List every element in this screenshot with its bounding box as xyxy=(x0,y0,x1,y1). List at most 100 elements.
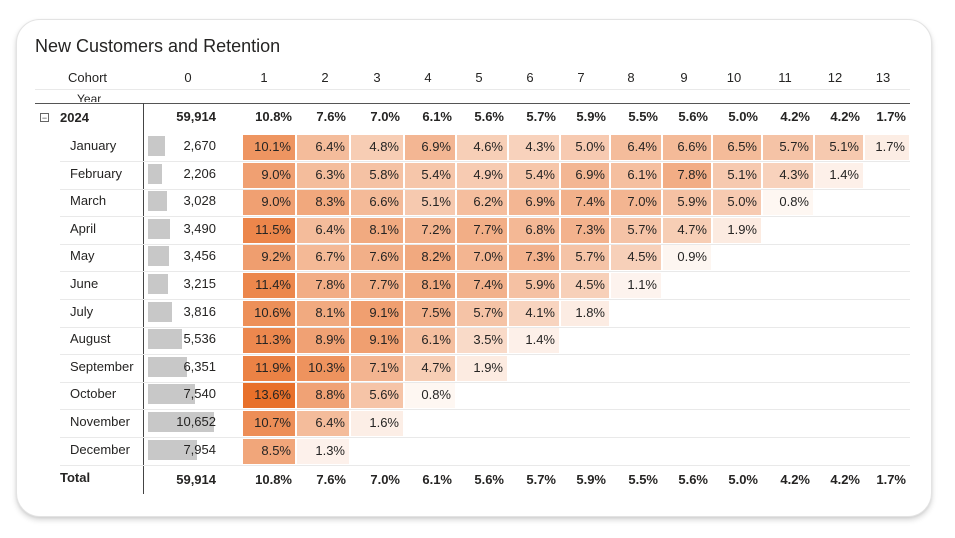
retention-cell: 10.6% xyxy=(243,301,295,326)
year-label: 2024 xyxy=(60,110,89,125)
total-value: 4.2% xyxy=(780,472,810,487)
header-year: Year xyxy=(77,92,102,102)
year-value: 7.0% xyxy=(370,109,400,124)
retention-cell: 11.5% xyxy=(243,218,295,243)
retention-cell: 4.5% xyxy=(611,245,661,270)
header-divider xyxy=(35,89,910,90)
total-value: 1.7% xyxy=(876,472,906,487)
year-value: 5.0% xyxy=(728,109,758,124)
row-divider xyxy=(60,244,910,245)
retention-cell: 8.8% xyxy=(297,383,349,408)
retention-cell: 6.2% xyxy=(457,190,507,215)
cohort-count: 10,652 xyxy=(176,414,216,429)
total-value: 5.6% xyxy=(678,472,708,487)
count-bar xyxy=(148,191,167,211)
retention-cell: 3.5% xyxy=(457,328,507,353)
retention-cell: 1.4% xyxy=(815,163,863,188)
retention-cell: 6.9% xyxy=(561,163,609,188)
retention-cell: 9.1% xyxy=(351,328,403,353)
retention-cell: 11.4% xyxy=(243,273,295,298)
cohort-label: April xyxy=(70,221,97,236)
header-period: 9 xyxy=(680,70,688,85)
total-value: 5.0% xyxy=(728,472,758,487)
cohort-label: June xyxy=(70,276,99,291)
cohort-count: 2,670 xyxy=(183,138,216,153)
retention-cell: 1.9% xyxy=(457,356,507,381)
year-value: 5.6% xyxy=(678,109,708,124)
retention-cell: 8.1% xyxy=(351,218,403,243)
retention-cell: 5.7% xyxy=(611,218,661,243)
retention-cell: 5.0% xyxy=(561,135,609,160)
retention-cell: 9.1% xyxy=(351,301,403,326)
retention-cell: 8.3% xyxy=(297,190,349,215)
retention-cell: 11.9% xyxy=(243,356,295,381)
retention-cell: 6.1% xyxy=(405,328,455,353)
cohort-count: 3,490 xyxy=(183,221,216,236)
total-value: 5.5% xyxy=(628,472,658,487)
year-value: 6.1% xyxy=(422,109,452,124)
retention-cell: 9.2% xyxy=(243,245,295,270)
total-value: 7.6% xyxy=(316,472,346,487)
year-value: 5.5% xyxy=(628,109,658,124)
retention-cell: 5.1% xyxy=(815,135,863,160)
retention-cell: 5.7% xyxy=(763,135,813,160)
cohort-label: September xyxy=(70,359,134,374)
retention-cell: 5.6% xyxy=(351,383,403,408)
retention-cell: 6.6% xyxy=(351,190,403,215)
row-divider xyxy=(60,409,910,410)
count-bar xyxy=(148,329,182,349)
retention-cell: 5.7% xyxy=(561,245,609,270)
retention-cell: 10.1% xyxy=(243,135,295,160)
collapse-icon[interactable]: − xyxy=(40,113,49,123)
retention-cell: 6.1% xyxy=(611,163,661,188)
retention-cell: 9.0% xyxy=(243,190,295,215)
retention-cell: 1.9% xyxy=(713,218,761,243)
retention-cell: 7.8% xyxy=(297,273,349,298)
total-value: 5.7% xyxy=(526,472,556,487)
row-divider xyxy=(60,437,910,438)
retention-cell: 6.9% xyxy=(405,135,455,160)
retention-cell: 8.5% xyxy=(243,439,295,464)
cohort-label: August xyxy=(70,331,111,346)
retention-cell: 6.4% xyxy=(297,411,349,436)
retention-cell: 4.9% xyxy=(457,163,507,188)
retention-cell: 8.1% xyxy=(405,273,455,298)
cohort-label: November xyxy=(70,414,130,429)
row-divider xyxy=(60,189,910,190)
count-bar xyxy=(148,164,162,184)
column-separator xyxy=(143,103,144,494)
year-value: 7.6% xyxy=(316,109,346,124)
total-value: 7.0% xyxy=(370,472,400,487)
count-bar xyxy=(148,440,197,460)
retention-cell: 6.4% xyxy=(297,218,349,243)
year-value: 4.2% xyxy=(780,109,810,124)
total-value: 6.1% xyxy=(422,472,452,487)
header-period: 8 xyxy=(627,70,635,85)
header-bottom-border xyxy=(35,103,910,104)
header-period: 3 xyxy=(373,70,381,85)
row-divider xyxy=(60,271,910,272)
retention-cell: 5.8% xyxy=(351,163,403,188)
retention-cell: 4.1% xyxy=(509,301,559,326)
retention-cell: 5.1% xyxy=(405,190,455,215)
cohort-count: 5,536 xyxy=(183,331,216,346)
retention-cell: 4.3% xyxy=(509,135,559,160)
retention-cell: 7.8% xyxy=(663,163,711,188)
cohort-label: January xyxy=(70,138,117,153)
cohort-count: 3,028 xyxy=(183,193,216,208)
count-bar xyxy=(148,136,165,156)
row-divider xyxy=(60,354,910,355)
year-value: 5.6% xyxy=(474,109,504,124)
count-bar xyxy=(148,412,214,432)
count-bar xyxy=(148,246,169,266)
retention-cell: 5.1% xyxy=(713,163,761,188)
retention-cell: 5.9% xyxy=(509,273,559,298)
header-period: 11 xyxy=(778,70,792,85)
cohort-label: March xyxy=(70,193,107,208)
retention-cell: 4.7% xyxy=(663,218,711,243)
cohort-label: October xyxy=(70,386,117,401)
year-count: 59,914 xyxy=(176,109,216,124)
count-bar xyxy=(148,384,195,404)
retention-cell: 7.3% xyxy=(509,245,559,270)
retention-cell: 7.7% xyxy=(457,218,507,243)
